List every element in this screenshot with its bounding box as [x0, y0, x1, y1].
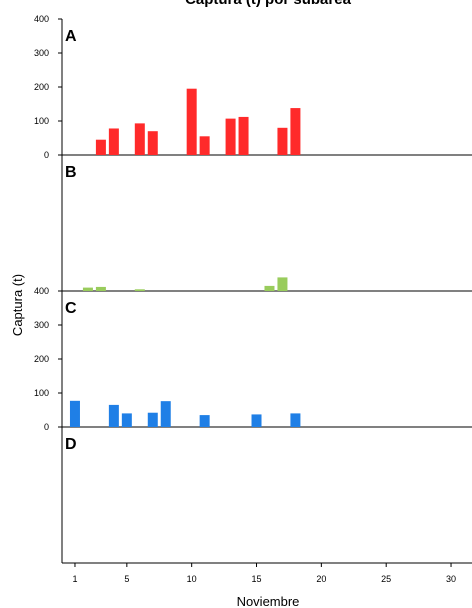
panel-b: B	[61, 155, 472, 292]
bar	[108, 128, 119, 155]
panel-label: C	[65, 300, 77, 317]
bar	[134, 289, 145, 291]
bar	[264, 285, 275, 291]
y-tick-label: 400	[34, 14, 49, 24]
panel-d: D	[61, 427, 472, 564]
bar	[277, 127, 288, 155]
bar	[277, 277, 288, 291]
panel-label: D	[65, 436, 77, 453]
y-tick-label: 0	[44, 422, 49, 432]
x-axis-title: Noviembre	[237, 594, 300, 608]
panel-label: B	[65, 164, 77, 181]
bar	[69, 400, 80, 427]
bar	[238, 116, 249, 155]
bar	[121, 413, 132, 427]
bar	[225, 118, 236, 155]
y-tick-label: 300	[34, 48, 49, 58]
bar	[147, 131, 158, 155]
x-tick-label: 25	[381, 574, 391, 584]
bar	[290, 413, 301, 427]
panel-label: A	[65, 28, 77, 45]
y-tick-label: 0	[44, 150, 49, 160]
y-tick-label: 200	[34, 354, 49, 364]
bar	[134, 123, 145, 155]
y-tick-label: 100	[34, 116, 49, 126]
bar	[199, 136, 210, 155]
x-tick-label: 1	[72, 574, 77, 584]
x-tick-label: 5	[124, 574, 129, 584]
x-tick-label: 20	[316, 574, 326, 584]
panel-a: 0 100 200 300 400 A	[34, 14, 472, 160]
bar	[199, 415, 210, 427]
bar	[147, 412, 158, 427]
bar	[251, 414, 262, 427]
x-axis: 1 5 10 15 20 25 30	[72, 563, 456, 584]
bar	[82, 287, 93, 291]
chart-title: Captura (t) por subárea	[185, 0, 352, 8]
bar	[95, 139, 106, 155]
panels: 0 100 200 300 400 A B 0 100 200 300 400 C D	[34, 14, 472, 564]
bar	[160, 401, 171, 427]
bar	[186, 88, 197, 155]
bar	[108, 404, 119, 427]
x-tick-label: 15	[252, 574, 262, 584]
bar	[95, 286, 106, 291]
y-tick-label: 400	[34, 286, 49, 296]
y-axis-title: Captura (t)	[10, 274, 25, 336]
panel-c: 0 100 200 300 400 C	[34, 286, 472, 432]
x-tick-label: 30	[446, 574, 456, 584]
x-tick-label: 10	[187, 574, 197, 584]
bar	[290, 108, 301, 155]
y-tick-label: 200	[34, 82, 49, 92]
y-tick-label: 300	[34, 320, 49, 330]
y-tick-label: 100	[34, 388, 49, 398]
